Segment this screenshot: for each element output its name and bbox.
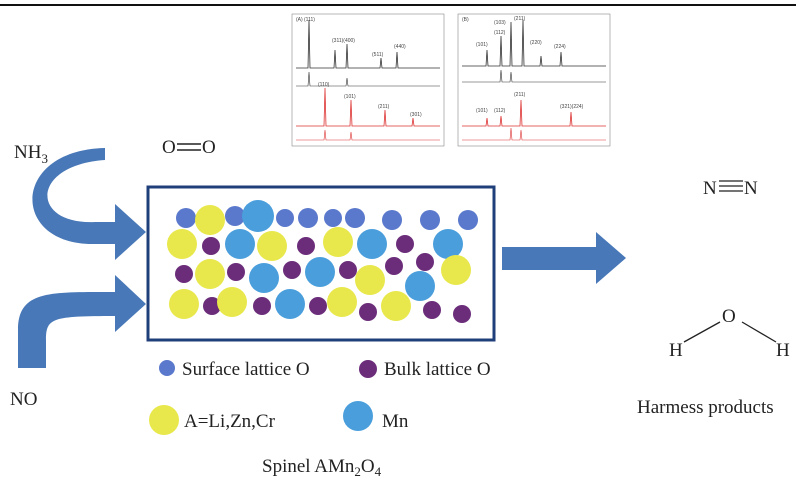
lattice-ion xyxy=(458,210,478,230)
lattice-ion xyxy=(297,237,315,255)
lattice-ion xyxy=(359,303,377,321)
ammonia-arrow xyxy=(32,148,146,260)
subscript: 2 xyxy=(354,464,361,479)
lattice-ion xyxy=(276,209,294,227)
peak-label: (440) xyxy=(394,44,406,50)
products-label: Harmess products xyxy=(637,397,774,418)
bond xyxy=(741,321,777,343)
lattice xyxy=(167,200,478,323)
peak-label: (321)(224) xyxy=(560,104,584,110)
lattice-ion xyxy=(433,229,463,259)
lattice-ion xyxy=(324,209,342,227)
xrd-panel-a: (A) (111) (311)(400) (511) (440) (110) (… xyxy=(291,13,445,147)
legend-swatch xyxy=(359,360,377,378)
legend-swatch xyxy=(343,401,373,431)
lattice-ion xyxy=(203,297,221,315)
atom: O xyxy=(202,137,216,158)
peak-label: (224) xyxy=(554,44,566,50)
peak-label: (301) xyxy=(410,112,422,118)
legend-swatch xyxy=(149,405,179,435)
legend-label: Surface lattice O xyxy=(182,359,310,380)
lattice-ion xyxy=(405,271,435,301)
xrd-panel-b: (B) (101) (103) (211) (112) (220) (224) … xyxy=(457,13,611,147)
peak-label: (511) xyxy=(372,52,384,58)
bond xyxy=(683,321,721,343)
lattice-ion xyxy=(423,301,441,319)
subscript: 3 xyxy=(41,151,48,166)
subscript: 4 xyxy=(375,464,382,479)
atom: H xyxy=(669,340,683,361)
peak-label: (110) xyxy=(318,82,330,88)
lattice-ion xyxy=(416,253,434,271)
peak-label: (103) xyxy=(494,20,506,26)
caption-part: Spinel AMn xyxy=(262,456,355,477)
lattice-ion xyxy=(381,291,411,321)
lattice-ion xyxy=(298,208,318,228)
atom: O xyxy=(722,306,736,327)
lattice-ion xyxy=(225,206,245,226)
atom: H xyxy=(776,340,790,361)
lattice-ion xyxy=(253,297,271,315)
lattice-ion xyxy=(323,227,353,257)
legend-label: A=Li,Zn,Cr xyxy=(184,411,276,432)
lattice-ion xyxy=(345,208,365,228)
lattice-ion xyxy=(167,229,197,259)
formula: NH xyxy=(14,142,42,163)
peak-label: (220) xyxy=(530,40,542,46)
lattice-ion xyxy=(453,305,471,323)
lattice-ion xyxy=(227,263,245,281)
ammonia-label: NH3 xyxy=(14,142,48,166)
peak-label: (101) xyxy=(476,42,488,48)
lattice-ion xyxy=(309,297,327,315)
peak-label: (211) xyxy=(514,92,526,98)
lattice-ion xyxy=(175,265,193,283)
lattice-ion xyxy=(355,265,385,295)
lattice-ion xyxy=(420,210,440,230)
outlet-arrow xyxy=(502,232,626,284)
lattice-ion xyxy=(202,237,220,255)
atom: N xyxy=(744,178,758,199)
panel-label: (A) xyxy=(296,17,303,23)
lattice-ion xyxy=(217,287,247,317)
legend-label: Bulk lattice O xyxy=(384,359,491,380)
peak-label: (111) xyxy=(304,17,315,23)
no-label: NO xyxy=(10,389,37,410)
atom: N xyxy=(703,178,717,199)
lattice-ion xyxy=(339,261,357,279)
lattice-ion xyxy=(382,210,402,230)
caption: Spinel AMn2O4 xyxy=(262,456,382,479)
lattice-ion xyxy=(249,263,279,293)
lattice-ion xyxy=(176,208,196,228)
lattice-ion xyxy=(441,255,471,285)
lattice-ion xyxy=(327,287,357,317)
caption-part: O xyxy=(361,456,375,477)
peak-label: (112) xyxy=(494,30,506,36)
lattice-ion xyxy=(357,229,387,259)
lattice-ion xyxy=(225,229,255,259)
lattice-ion xyxy=(283,261,301,279)
lattice-ion xyxy=(242,200,274,232)
lattice-ion xyxy=(396,235,414,253)
lattice-ion xyxy=(305,257,335,287)
peak-label: (112) xyxy=(494,108,506,114)
peak-label: (101) xyxy=(476,108,488,114)
lattice-ion xyxy=(195,259,225,289)
lattice-ion xyxy=(257,231,287,261)
peak-label: (211) xyxy=(514,16,526,22)
lattice-ion xyxy=(275,289,305,319)
no-arrow xyxy=(18,275,146,368)
panel-label: (B) xyxy=(462,17,469,23)
peak-label: (101) xyxy=(344,94,356,100)
atom: O xyxy=(162,137,176,158)
legend-label: Mn xyxy=(382,411,409,432)
peak-label: (311)(400) xyxy=(332,38,355,44)
lattice-ion xyxy=(169,289,199,319)
peak-label: (211) xyxy=(378,104,390,110)
lattice-ion xyxy=(385,257,403,275)
legend-swatch xyxy=(159,360,175,376)
lattice-ion xyxy=(195,205,225,235)
